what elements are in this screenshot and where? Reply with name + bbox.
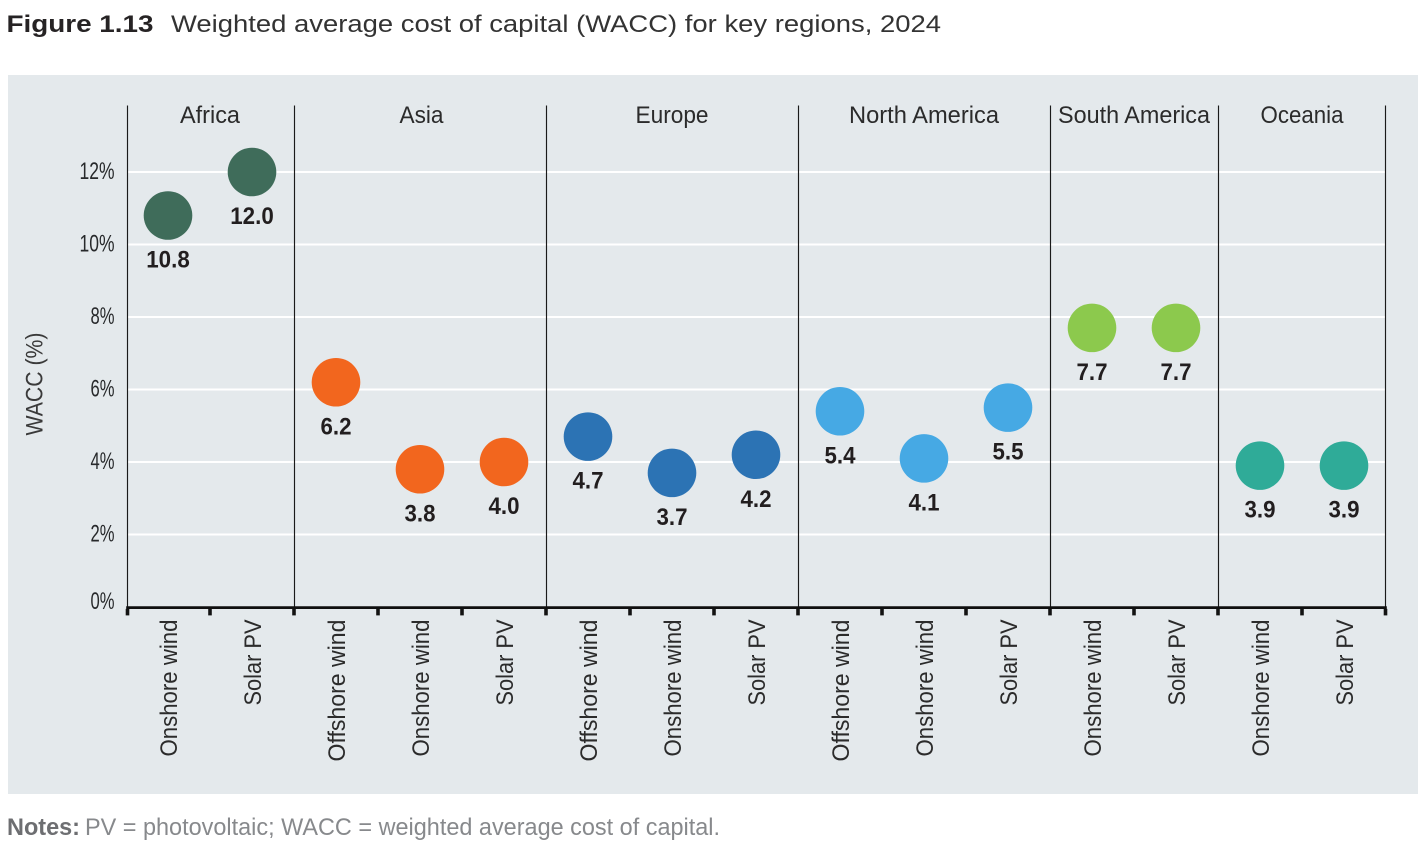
svg-text:Solar PV: Solar PV — [744, 620, 771, 706]
svg-text:Notes:PV = photovoltaic; WACC: Notes: PV = photovoltaic; WACC = weighted… — [7, 814, 720, 841]
svg-text:Asia: Asia — [400, 102, 445, 129]
svg-text:4.0: 4.0 — [489, 493, 520, 520]
svg-text:7.7: 7.7 — [1077, 359, 1108, 386]
svg-text:3.9: 3.9 — [1329, 497, 1360, 524]
svg-text:3.8: 3.8 — [405, 500, 436, 527]
svg-text:3.9: 3.9 — [1245, 497, 1276, 524]
svg-text:Onshore wind: Onshore wind — [1248, 620, 1275, 757]
svg-text:7.7: 7.7 — [1161, 359, 1192, 386]
svg-text:5.5: 5.5 — [993, 439, 1024, 466]
svg-text:6.2: 6.2 — [321, 413, 352, 440]
svg-text:Onshore wind: Onshore wind — [408, 620, 435, 757]
svg-text:4.7: 4.7 — [573, 468, 604, 495]
svg-text:North America: North America — [849, 102, 1000, 129]
svg-text:10%: 10% — [80, 231, 115, 258]
svg-text:Onshore wind: Onshore wind — [912, 619, 939, 756]
svg-text:Solar PV: Solar PV — [1164, 620, 1191, 706]
svg-text:Onshore wind: Onshore wind — [660, 620, 687, 757]
svg-text:4%: 4% — [91, 448, 115, 475]
svg-text:5.4: 5.4 — [825, 442, 857, 469]
svg-text:Solar PV: Solar PV — [492, 620, 519, 706]
svg-text:3.7: 3.7 — [657, 504, 688, 531]
svg-text:0%: 0% — [91, 588, 115, 615]
svg-text:4.1: 4.1 — [909, 489, 940, 516]
svg-text:Weighted average cost of capit: Weighted average cost of capital (WACC) … — [171, 11, 941, 38]
svg-text:Offshore wind: Offshore wind — [324, 620, 351, 762]
svg-text:Offshore wind: Offshore wind — [576, 620, 603, 762]
svg-text:4.2: 4.2 — [741, 486, 772, 513]
svg-text:6%: 6% — [91, 376, 115, 403]
svg-text:Onshore wind: Onshore wind — [156, 620, 183, 757]
svg-text:2%: 2% — [91, 521, 115, 548]
svg-text:Solar PV: Solar PV — [1332, 620, 1359, 706]
svg-text:Solar PV: Solar PV — [996, 619, 1023, 705]
svg-text:Africa: Africa — [180, 102, 241, 129]
svg-text:12.0: 12.0 — [230, 203, 274, 230]
svg-text:12%: 12% — [80, 158, 115, 185]
svg-text:Offshore wind: Offshore wind — [828, 620, 855, 762]
svg-text:Europe: Europe — [636, 102, 709, 129]
svg-text:WACC (%): WACC (%) — [22, 333, 49, 436]
svg-text:Solar PV: Solar PV — [240, 620, 267, 706]
svg-text:8%: 8% — [91, 303, 115, 330]
svg-text:South America: South America — [1058, 102, 1211, 129]
svg-text:Figure 1.13: Figure 1.13 — [7, 11, 154, 38]
svg-text:Oceania: Oceania — [1261, 102, 1345, 129]
svg-text:10.8: 10.8 — [146, 247, 190, 274]
svg-text:Onshore wind: Onshore wind — [1080, 620, 1107, 757]
